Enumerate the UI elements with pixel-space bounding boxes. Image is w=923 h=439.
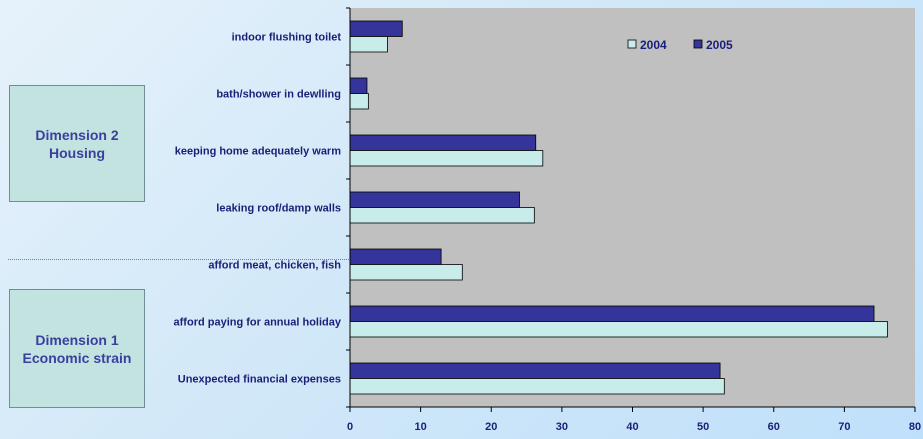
legend-label-2004: 2004 [640, 38, 667, 52]
x-tick-label: 40 [626, 421, 638, 433]
bar-2005-4 [349, 191, 520, 208]
bar-2005-7 [349, 362, 721, 379]
bar-2005-3 [349, 134, 537, 151]
bar-2004-4 [349, 207, 535, 224]
bar-2004-5 [349, 264, 463, 281]
x-tick-label: 30 [556, 421, 568, 433]
x-tick-label: 50 [697, 421, 709, 433]
legend-label-2005: 2005 [706, 38, 733, 52]
dimension-2-subtitle: Housing [49, 144, 105, 161]
category-label: keeping home adequately warm [175, 146, 341, 158]
bar-2005-1 [349, 20, 403, 37]
category-label: indoor flushing toilet [232, 32, 342, 44]
x-tick-label: 70 [838, 421, 850, 433]
x-tick-label: 60 [768, 421, 780, 433]
bar-2004-3 [349, 150, 544, 167]
dimension-2-box: Dimension 2 Housing [9, 85, 145, 202]
category-label: leaking roof/damp walls [216, 203, 341, 215]
bar-2004-1 [349, 36, 388, 53]
dimension-1-box: Dimension 1 Economic strain [9, 289, 145, 408]
x-tick-label: 80 [909, 421, 921, 433]
bar-2004-6 [349, 321, 888, 338]
x-tick-label: 10 [415, 421, 427, 433]
category-label: afford paying for annual holiday [174, 317, 342, 329]
bar-2005-2 [349, 77, 368, 94]
x-tick-label: 20 [485, 421, 497, 433]
dimension-1-subtitle: Economic strain [22, 349, 132, 366]
category-label: afford meat, chicken, fish [208, 260, 341, 272]
category-label: bath/shower in dewlling [216, 89, 341, 101]
dimension-divider [8, 259, 351, 260]
bar-2004-2 [349, 93, 369, 110]
legend-swatch-2005 [693, 39, 703, 49]
bar-2004-7 [349, 378, 725, 395]
bar-2005-5 [349, 248, 442, 265]
bar-2005-6 [349, 305, 875, 322]
category-label: Unexpected financial expenses [178, 374, 341, 386]
legend-swatch-2004 [627, 39, 637, 49]
dimension-1-title: Dimension 1 [35, 331, 119, 348]
dimension-2-title: Dimension 2 [35, 126, 119, 143]
x-tick-label: 0 [347, 421, 353, 433]
